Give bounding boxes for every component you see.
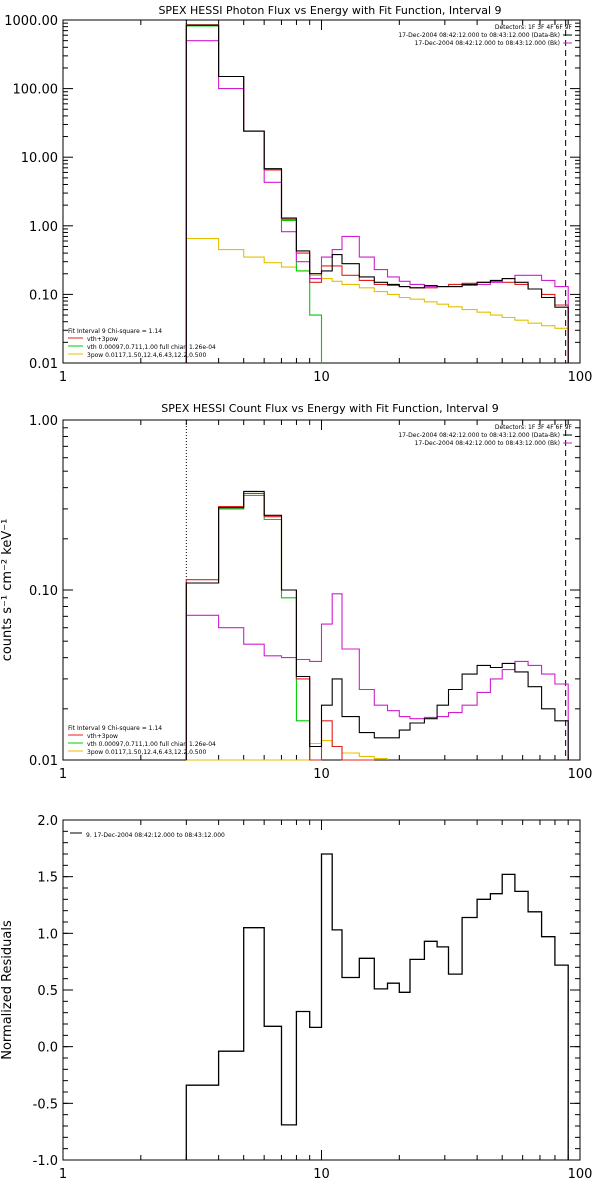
y-tick-label: 0.01 [29,754,58,769]
x-tick-label: 1 [59,370,67,385]
panel-3-ylabel: Normalized Residuals [0,920,15,1060]
panel-1-legend-total: vth+3pow [87,336,118,343]
panel-2-title: SPEX HESSI Count Flux vs Energy with Fit… [161,402,498,415]
y-tick-label: 1.00 [29,220,58,235]
series-fit_total-line [185,492,375,761]
x-tick-label: 10 [313,767,330,782]
series-model-line [185,593,569,760]
panel-1-time-data: 17-Dec-2004 08:42:12.000 to 08:43:12.000… [398,32,560,39]
panel-2-legend-bpow: 3pow 0.0117,1.50,12.4,6.43,12.2,0.500 [87,749,206,756]
x-tick-label: 1 [59,767,67,782]
y-tick-label: 10.00 [21,151,58,166]
panel-2-header: Detectors: 1F 3F 4F 6F 9F 17-Dec-2004 08… [398,424,572,447]
panel-2-detectors: Detectors: 1F 3F 4F 6F 9F [495,424,573,431]
y-tick-label: 1000.00 [4,14,58,29]
series-bpow-line [186,740,389,761]
x-tick-label: 100 [568,370,593,385]
x-tick-label: 100 [568,767,593,782]
panel-2-time-data: 17-Dec-2004 08:42:12.000 to 08:43:12.000… [398,432,560,439]
panel-1-legend-vth: vth 0.00097,0.711,1.00 full chian 1.26e-… [87,344,216,351]
series-vth-line [185,494,322,761]
y-tick-label: -0.5 [33,1097,58,1112]
residuals-panel: Normalized Residuals 9. 17-Dec-2004 08:4… [0,814,592,1182]
series-vth-line [185,25,323,363]
panel-2-time-bk: 17-Dec-2004 08:42:12.000 to 08:43:12.000… [415,440,560,447]
panel-1-fit-info: Fit Interval 9 Chi-square = 1.14 [68,328,162,335]
y-tick-label: 1.5 [37,871,58,886]
y-tick-label: 0.0 [37,1041,58,1056]
panel-1-detectors: Detectors: 1F 3F 4F 6F 9F [495,24,573,31]
panel-1-legend: Fit Interval 9 Chi-square = 1.14 vth+3po… [68,328,216,359]
count-flux-panel: SPEX HESSI Count Flux vs Energy with Fit… [0,402,592,782]
panel-1-header: Detectors: 1F 3F 4F 6F 9F 17-Dec-2004 08… [398,24,572,47]
panel-1-frame [62,19,581,364]
series-data-line [185,24,569,363]
x-tick-label: 10 [313,1167,330,1182]
panel-2-legend: Fit Interval 9 Chi-square = 1.14 vth+3po… [68,725,216,756]
series-data-line [185,853,569,1160]
panel-2-ylabel: counts s⁻¹ cm⁻² keV⁻¹ [0,519,15,662]
x-tick-label: 10 [313,370,330,385]
y-tick-label: 1.00 [29,414,58,429]
y-tick-label: 1.0 [37,927,58,942]
panel-1-legend-bpow: 3pow 0.0117,1.50,12.4,6.43,12.2,0.500 [87,352,206,359]
series-fit_total-line [185,24,569,363]
panel-1-time-bk: 17-Dec-2004 08:42:12.000 to 08:43:12.000… [415,40,560,47]
panel-3-legend-text: 9. 17-Dec-2004 08:42:12.000 to 08:43:12.… [86,832,225,839]
series-data-line [185,490,569,760]
y-tick-label: 0.10 [29,584,58,599]
panel-2-fit-info: Fit Interval 9 Chi-square = 1.14 [68,725,162,732]
y-tick-label: 0.5 [37,984,58,999]
y-tick-label: -1.0 [33,1154,58,1169]
panel-2-legend-total: vth+3pow [87,733,118,740]
x-tick-label: 100 [568,1167,593,1182]
y-tick-label: 2.0 [37,814,58,829]
panel-1-title: SPEX HESSI Photon Flux vs Energy with Fi… [158,4,501,17]
series-bpow-line [185,238,569,363]
y-tick-label: 100.00 [13,83,59,98]
y-tick-label: 0.01 [29,357,58,372]
y-tick-label: 0.10 [29,288,58,303]
photon-flux-panel: SPEX HESSI Photon Flux vs Energy with Fi… [4,4,592,385]
x-tick-label: 1 [59,1167,67,1182]
panel-2-legend-vth: vth 0.00097,0.711,1.00 full chian 1.26e-… [87,741,216,748]
